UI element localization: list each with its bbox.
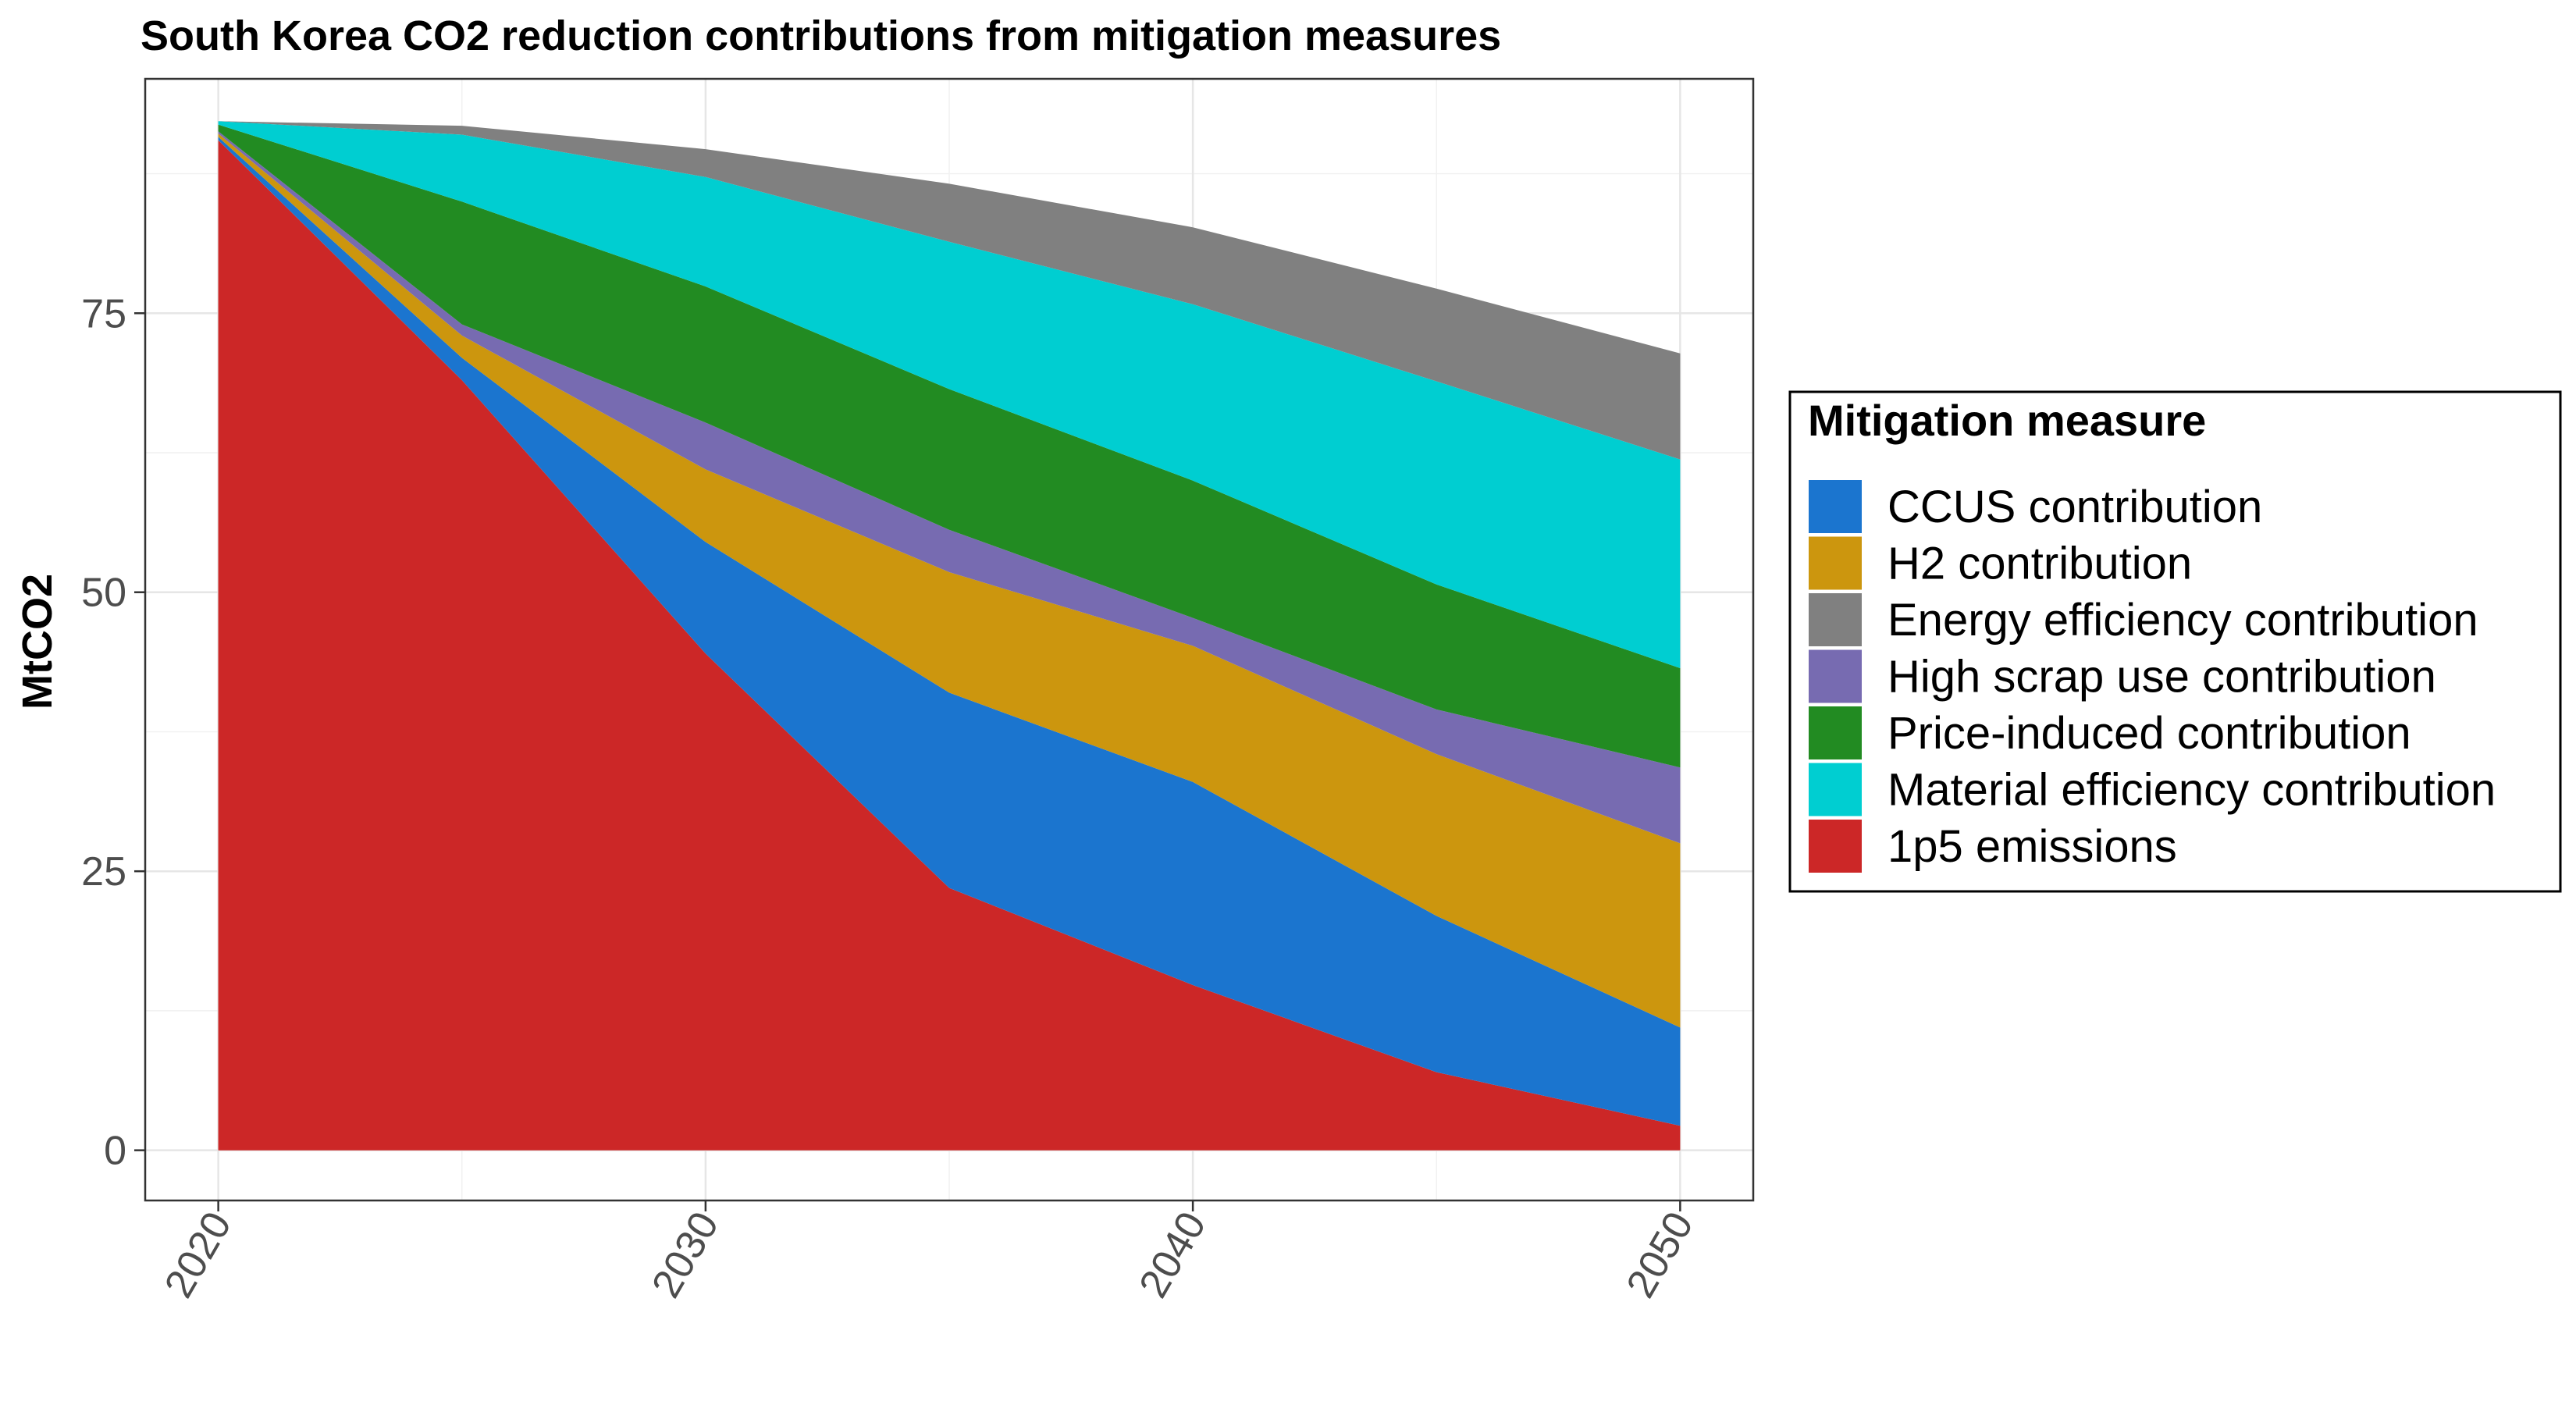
area-h2-contribution: [218, 133, 1681, 1028]
area-material-efficiency-contribution: [218, 121, 1681, 669]
area-1p5-emissions: [218, 140, 1681, 1151]
legend-swatch-ccus-contribution: [1807, 478, 1863, 535]
legend-label-h2-contribution: H2 contribution: [1888, 539, 2192, 589]
legend-swatch-1p5-emissions: [1807, 818, 1863, 874]
chart-title: South Korea CO2 reduction contributions …: [141, 12, 1501, 59]
area-high-scrap-use-contribution: [218, 131, 1681, 844]
legend-swatch-energy-efficiency-contribution: [1807, 592, 1863, 648]
area-energy-efficiency-contribution: [218, 121, 1681, 460]
legend-label-material-efficiency-contribution: Material efficiency contribution: [1888, 765, 2496, 816]
x-tick-label: 2030: [643, 1204, 728, 1305]
legend: Mitigation measure CCUS contribution H2 c…: [1788, 390, 2562, 893]
y-axis-label: MtCO2: [14, 574, 61, 710]
legend-label-price-induced-contribution: Price-induced contribution: [1888, 708, 2411, 759]
legend-label-ccus-contribution: CCUS contribution: [1888, 482, 2262, 532]
legend-label-energy-efficiency-contribution: Energy efficiency contribution: [1888, 595, 2478, 646]
area-price-induced-contribution: [218, 124, 1681, 768]
legend-swatch-material-efficiency-contribution: [1807, 761, 1863, 818]
y-tick-label: 75: [81, 291, 126, 336]
x-tick-label: 2050: [1618, 1204, 1703, 1305]
legend-label-high-scrap-use-contribution: High scrap use contribution: [1888, 652, 2436, 702]
area-ccus-contribution: [218, 137, 1681, 1126]
legend-swatch-price-induced-contribution: [1807, 705, 1863, 761]
area-series: [218, 121, 1681, 1151]
legend-label-1p5-emissions: 1p5 emissions: [1888, 821, 2177, 872]
legend-swatch-high-scrap-use-contribution: [1807, 648, 1863, 705]
legend-swatch-h2-contribution: [1807, 535, 1863, 592]
x-tick-label: 2020: [156, 1204, 240, 1305]
y-tick-label: 0: [104, 1129, 126, 1174]
plot-panel-border: [144, 77, 1755, 1202]
y-tick-label: 50: [81, 571, 126, 616]
x-tick-label: 2040: [1130, 1204, 1215, 1305]
legend-title: Mitigation measure: [1808, 396, 2206, 445]
legend-box: [1788, 390, 2562, 893]
y-tick-label: 25: [81, 849, 126, 895]
